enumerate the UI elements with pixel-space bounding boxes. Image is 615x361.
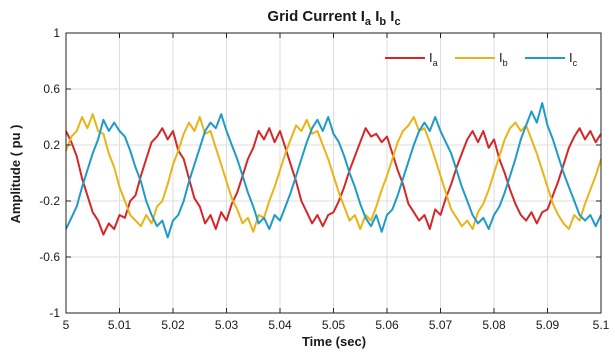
chart-title-term-a: I <box>361 8 365 25</box>
y-tick-label: -1 <box>49 306 60 320</box>
x-tick-label: 5.06 <box>375 318 399 332</box>
x-tick-label: 5.05 <box>322 318 346 332</box>
legend-label-ia: Ia <box>429 50 438 68</box>
series-line-ic <box>65 102 602 239</box>
x-tick-label: 5.08 <box>482 318 506 332</box>
x-tick-label: 5.04 <box>268 318 292 332</box>
y-tick-label: 0.6 <box>43 82 60 96</box>
x-tick-label: 5.03 <box>215 318 239 332</box>
x-tick-label: 5.09 <box>536 318 560 332</box>
y-tick-label: 1 <box>53 26 60 40</box>
legend: Ia Ib Ic <box>385 50 578 68</box>
y-tick-label: -0.6 <box>39 250 60 264</box>
legend-label-ib: Ib <box>499 50 508 68</box>
chart-title-subscript-c: c <box>394 16 400 28</box>
y-axis-label: Amplitude ( pu ) <box>8 125 23 224</box>
x-tick-label: 5.1 <box>593 318 610 332</box>
legend-label-ic: Ic <box>569 50 578 68</box>
x-tick-label: 5.01 <box>108 318 132 332</box>
y-axis-ticks: -1 -0.6 -0.2 0.2 0.6 1 <box>39 26 601 320</box>
chart-title-prefix: Grid Current <box>267 8 360 25</box>
chart-title-subscript-a: a <box>365 16 372 28</box>
x-tick-label: 5 <box>63 318 70 332</box>
x-tick-label: 5.07 <box>429 318 453 332</box>
chart-title-subscript-b: b <box>379 16 386 28</box>
y-tick-label: -0.2 <box>39 194 60 208</box>
x-axis-label: Time (sec) <box>302 334 366 349</box>
chart-title-term-b: I <box>371 8 379 25</box>
x-axis-ticks: 5 5.01 5.02 5.03 5.04 5.05 5.06 5.07 5.08 5.09 5.1 <box>63 33 610 332</box>
chart-title: Grid Current Ia Ib Ic <box>267 8 400 28</box>
series-layer <box>65 102 602 239</box>
series-line-ib <box>65 113 602 233</box>
chart-title-term-c: I <box>386 8 394 25</box>
series-line-ia <box>65 127 602 236</box>
x-tick-label: 5.02 <box>161 318 185 332</box>
y-tick-label: 0.2 <box>43 138 60 152</box>
